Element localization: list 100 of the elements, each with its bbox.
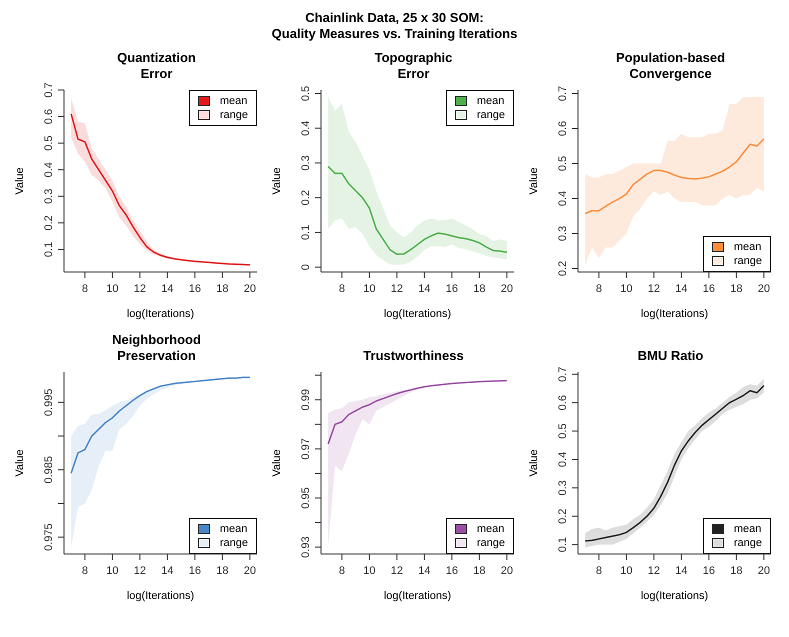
x-tick-label: 10: [363, 564, 376, 577]
x-tick-label: 16: [446, 282, 458, 295]
y-tick-label: 0.4: [557, 452, 569, 468]
x-axis-title: log(Iterations): [382, 590, 452, 602]
x-tick-label: 18: [216, 564, 228, 577]
legend-label: mean: [220, 522, 248, 536]
x-tick-label: 8: [596, 282, 602, 295]
y-axis-title: Value: [14, 167, 26, 195]
x-tick-label: 16: [188, 564, 201, 577]
y-tick-label: 0.4: [300, 120, 312, 136]
chart-title: Trustworthiness: [362, 347, 465, 364]
x-tick-label: 12: [390, 564, 404, 577]
legend-label: mean: [734, 240, 762, 254]
x-tick-label: 10: [106, 282, 119, 295]
legend-label: mean: [734, 522, 762, 536]
legend-label: mean: [476, 94, 504, 108]
y-tick-label: 0.6: [557, 120, 569, 136]
text: Chainlink Data, 25 x 30 SOM: Quality Measures vs. Training Iterations: [270, 10, 518, 42]
x-axis-title: log(Iterations): [640, 308, 710, 320]
line-series: [584, 138, 765, 214]
legend-label: range: [220, 108, 248, 122]
x-tick-label: 8: [338, 282, 345, 295]
legend-label: mean: [220, 94, 248, 108]
y-tick-label: 0.5: [557, 156, 569, 172]
x-tick-label: 8: [82, 564, 88, 577]
x-axis-title: log(Iterations): [126, 590, 196, 602]
y-tick-label: 0.7: [43, 82, 55, 98]
legend-label: range: [734, 536, 762, 550]
x-tick-label: 18: [473, 564, 486, 577]
x-tick-label: 18: [730, 282, 742, 295]
x-tick-label: 18: [473, 282, 486, 295]
y-tick-label: 0.975: [43, 523, 55, 551]
y-tick-label: 0.7: [557, 366, 569, 382]
x-tick-label: 12: [648, 564, 660, 577]
x-tick-label: 14: [675, 564, 688, 577]
y-tick-label: 0.1: [43, 242, 55, 258]
x-axis-title: log(Iterations): [640, 590, 710, 602]
x-tick-label: 20: [500, 282, 513, 295]
y-tick-label: 0.97: [300, 438, 312, 460]
y-tick-label: 0.2: [300, 190, 312, 206]
x-tick-label: 14: [161, 564, 174, 577]
y-tick-label: 0.3: [300, 155, 312, 171]
x-tick-label: 12: [134, 564, 146, 577]
x-tick-label: 10: [620, 282, 633, 295]
y-tick-label: 0.2: [557, 508, 569, 524]
y-tick-label: 0.93: [300, 536, 312, 558]
y-tick-label: 0.4: [43, 162, 55, 178]
x-tick-label: 20: [500, 564, 513, 577]
x-tick-label: 10: [620, 564, 633, 577]
y-axis-title: Value: [528, 167, 540, 195]
y-tick-label: 0.6: [557, 395, 569, 410]
y-tick-label: 0.99: [300, 389, 312, 410]
y-axis-title: Value: [528, 449, 540, 477]
x-tick-label: 16: [188, 282, 201, 295]
x-tick-label: 10: [106, 564, 119, 577]
y-tick-label: 0.985: [43, 456, 55, 484]
x-tick-label: 20: [758, 564, 770, 577]
x-tick-label: 8: [338, 564, 345, 577]
x-tick-label: 14: [418, 564, 430, 577]
y-tick-label: 0.5: [557, 423, 569, 439]
x-tick-label: 20: [244, 282, 256, 295]
y-axis-title: Value: [271, 167, 283, 195]
x-tick-label: 12: [134, 282, 146, 295]
x-tick-label: 14: [418, 282, 430, 295]
chart-title: BMU Ratio: [636, 347, 704, 364]
x-tick-label: 14: [675, 282, 688, 295]
x-tick-label: 18: [216, 282, 228, 295]
chart-title: Population-based Convergence: [614, 49, 726, 82]
y-tick-label: 0.995: [43, 388, 55, 416]
y-tick-label: 0.7: [557, 86, 569, 102]
y-tick-label: 0.3: [557, 480, 569, 496]
y-tick-label: 0.2: [557, 260, 569, 276]
x-tick-label: 16: [702, 282, 715, 295]
y-tick-label: 0.1: [300, 224, 312, 240]
x-tick-label: 16: [446, 564, 458, 577]
line-series: [327, 380, 508, 445]
y-tick-label: 0.3: [43, 188, 55, 204]
x-tick-label: 8: [596, 564, 602, 577]
x-axis-title: log(Iterations): [126, 308, 196, 320]
line-series: [327, 166, 508, 256]
legend-label: range: [476, 108, 505, 122]
line-series: [70, 376, 251, 474]
y-tick-label: 0.3: [557, 226, 569, 242]
y-tick-label: 0.95: [300, 487, 312, 509]
x-tick-label: 18: [730, 564, 742, 577]
y-tick-label: 0.6: [43, 108, 55, 124]
x-axis-title: log(Iterations): [382, 308, 452, 320]
x-tick-label: 14: [161, 282, 174, 295]
x-tick-label: 10: [363, 282, 376, 295]
chart-title: Quantization Error: [116, 49, 197, 82]
x-tick-label: 12: [648, 282, 660, 295]
y-tick-label: 0: [300, 264, 312, 270]
x-tick-label: 20: [244, 564, 256, 577]
x-tick-label: 8: [82, 282, 88, 295]
y-axis-title: Value: [271, 449, 283, 477]
y-tick-label: 0.4: [557, 190, 569, 206]
legend-label: range: [476, 536, 505, 550]
y-tick-label: 0.5: [43, 135, 55, 151]
y-tick-label: 0.2: [43, 215, 55, 230]
legend-label: range: [734, 254, 762, 268]
